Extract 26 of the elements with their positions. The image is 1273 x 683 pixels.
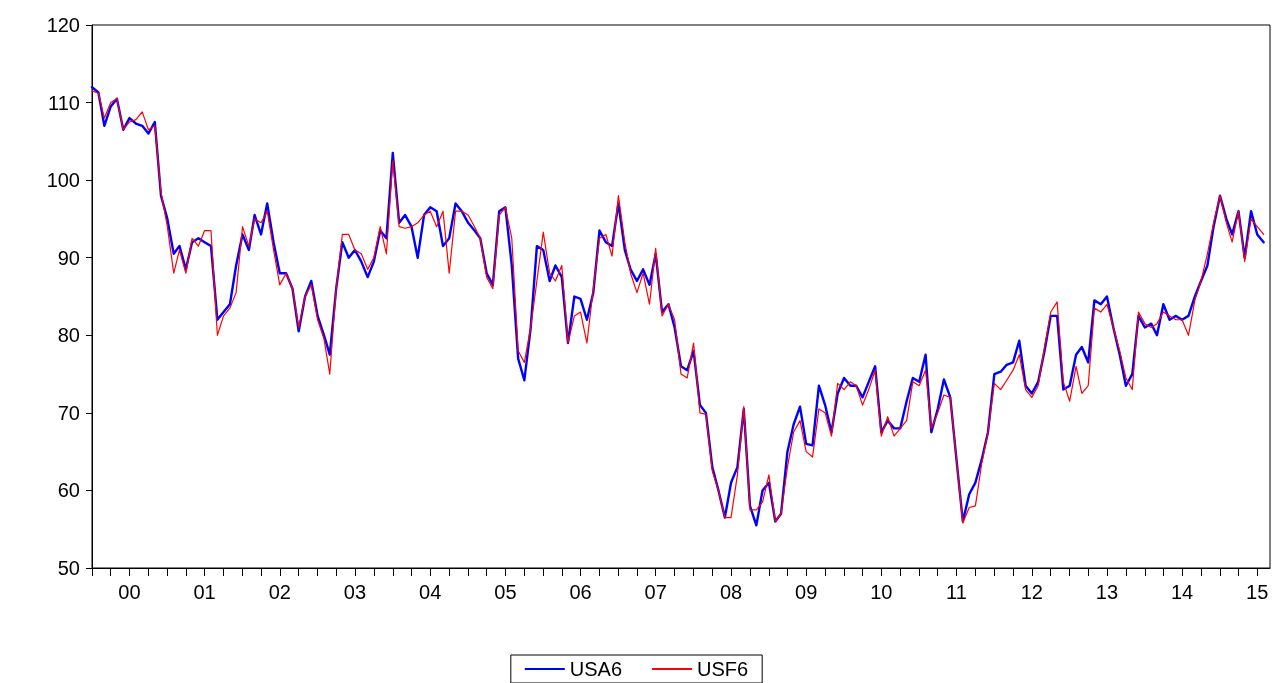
x-tick-label: 13 bbox=[1095, 581, 1119, 603]
legend-label: USA6 bbox=[569, 658, 623, 680]
x-tick-label: 01 bbox=[193, 581, 216, 603]
x-tick-label: 10 bbox=[870, 581, 893, 603]
x-tick-label: 06 bbox=[569, 581, 592, 603]
x-tick-label: 14 bbox=[1170, 581, 1194, 603]
y-tick-label: 60 bbox=[57, 479, 80, 502]
x-tick-label: 09 bbox=[795, 581, 818, 603]
x-tick-label: 07 bbox=[644, 581, 667, 603]
x-tick-label: 12 bbox=[1020, 581, 1043, 603]
x-tick-label: 08 bbox=[719, 581, 743, 603]
y-tick-label: 120 bbox=[46, 14, 80, 36]
y-tick-label: 50 bbox=[57, 557, 80, 579]
x-tick-label: 15 bbox=[1246, 581, 1269, 603]
x-tick-label: 02 bbox=[268, 581, 291, 603]
y-tick-label: 90 bbox=[57, 246, 80, 269]
x-tick-label: 04 bbox=[419, 581, 442, 603]
y-tick-label: 100 bbox=[46, 169, 80, 192]
x-tick-label: 00 bbox=[118, 581, 141, 603]
y-tick-label: 70 bbox=[57, 401, 80, 424]
y-tick-label: 110 bbox=[48, 91, 80, 114]
legend-label: USF6 bbox=[697, 658, 749, 680]
x-tick-label: 05 bbox=[494, 581, 517, 603]
y-tick-label: 80 bbox=[57, 324, 80, 347]
x-tick-label: 03 bbox=[343, 581, 367, 603]
x-tick-label: 11 bbox=[946, 581, 967, 603]
